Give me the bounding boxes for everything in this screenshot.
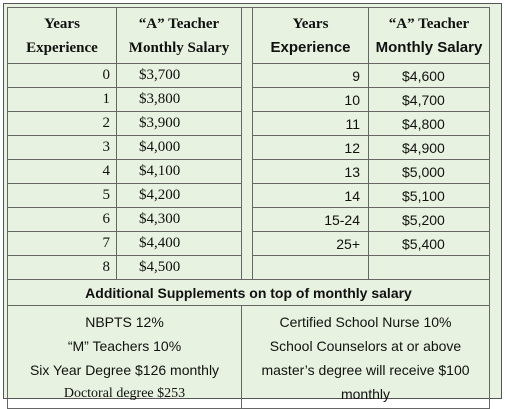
right-salary-header-line2: Monthly Salary (375, 38, 483, 56)
left-salary-cell: $3,700 (116, 63, 242, 88)
right-years-cell: 13 (252, 159, 369, 184)
salary-schedule: Years Experience “A” Teacher Monthly Sal… (3, 3, 502, 409)
right-salary-header: “A” Teacher Monthly Salary (368, 7, 490, 64)
left-years-cell: 4 (7, 159, 117, 184)
supplement-item: monthly (340, 386, 391, 402)
left-years-header: Years Experience (7, 7, 117, 64)
supplements-left: NBPTS 12% “M” Teachers 10% Six Year Degr… (7, 305, 242, 409)
right-years-cell: 11 (252, 111, 369, 136)
supplement-item: Six Year Degree $126 monthly (29, 362, 220, 378)
supplement-item: “M” Teachers 10% (67, 338, 182, 354)
left-salary-cell: $4,300 (116, 207, 242, 232)
left-salary-cell: $4,200 (116, 183, 242, 208)
table-row: 7 $4,400 25+ $5,400 (7, 231, 490, 256)
right-salary-cell: $4,700 (368, 87, 490, 112)
supplements-row: NBPTS 12% “M” Teachers 10% Six Year Degr… (7, 305, 490, 409)
salary-table: Years Experience “A” Teacher Monthly Sal… (7, 7, 490, 409)
right-years-header: Years Experience (252, 7, 369, 64)
supplements-title-row: Additional Supplements on top of monthly… (7, 279, 490, 306)
table-row: 6 $4,300 15-24 $5,200 (7, 207, 490, 232)
supplement-item: master’s degree will receive $100 (261, 362, 470, 378)
right-salary-cell: $4,800 (368, 111, 490, 136)
left-years-header-line1: Years (44, 15, 80, 32)
left-years-cell: 7 (7, 231, 117, 256)
supplements-title: Additional Supplements on top of monthly… (7, 279, 490, 306)
left-salary-header-line1: “A” Teacher (138, 15, 220, 32)
right-years-cell: 12 (252, 135, 369, 160)
left-salary-header-line2: Monthly Salary (128, 39, 230, 56)
right-years-cell: 25+ (252, 231, 369, 256)
right-salary-cell: $4,600 (368, 63, 490, 88)
supplements-right: Certified School Nurse 10% School Counse… (241, 305, 490, 409)
right-years-cell (252, 255, 369, 280)
right-salary-cell: $5,200 (368, 207, 490, 232)
left-years-cell: 6 (7, 207, 117, 232)
left-years-cell: 8 (7, 255, 117, 280)
left-years-cell: 2 (7, 111, 117, 136)
left-salary-header: “A” Teacher Monthly Salary (116, 7, 242, 64)
left-years-header-line2: Experience (26, 39, 98, 56)
left-years-cell: 0 (7, 63, 117, 88)
right-years-cell: 14 (252, 183, 369, 208)
left-years-cell: 1 (7, 87, 117, 112)
right-salary-header-line1: “A” Teacher (388, 15, 470, 32)
right-years-cell: 10 (252, 87, 369, 112)
right-years-header-line1: Years (292, 15, 329, 32)
right-salary-cell: $4,900 (368, 135, 490, 160)
left-salary-cell: $4,400 (116, 231, 242, 256)
table-row: 0 $3,700 9 $4,600 (7, 63, 490, 88)
right-years-header-line2: Experience (270, 38, 351, 56)
left-salary-cell: $4,000 (116, 135, 242, 160)
column-divider (241, 7, 253, 280)
left-salary-cell: $4,100 (116, 159, 242, 184)
left-years-cell: 5 (7, 183, 117, 208)
header-row: Years Experience “A” Teacher Monthly Sal… (7, 7, 490, 280)
right-salary-cell (368, 255, 490, 280)
right-salary-cell: $5,000 (368, 159, 490, 184)
left-salary-cell: $3,800 (116, 87, 242, 112)
left-salary-cell: $4,500 (116, 255, 242, 280)
right-salary-cell: $5,100 (368, 183, 490, 208)
supplement-item: NBPTS 12% (85, 314, 164, 330)
right-years-cell: 9 (252, 63, 369, 88)
supplement-item: Certified School Nurse 10% (279, 314, 452, 330)
supplement-item: School Counselors at or above (269, 338, 462, 354)
right-years-cell: 15-24 (252, 207, 369, 232)
left-years-cell: 3 (7, 135, 117, 160)
supplement-item: Doctoral degree $253 (63, 386, 186, 401)
right-salary-cell: $5,400 (368, 231, 490, 256)
left-salary-cell: $3,900 (116, 111, 242, 136)
